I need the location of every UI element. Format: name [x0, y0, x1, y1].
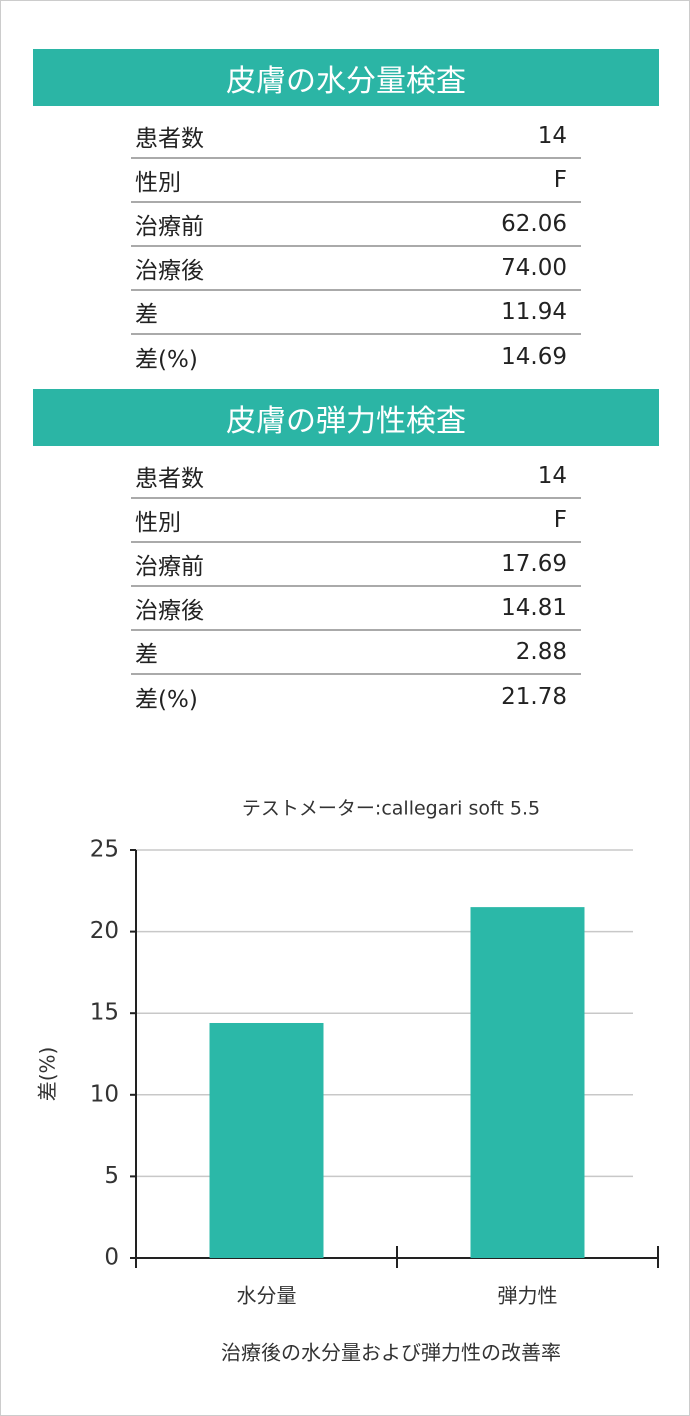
cell-value: F [553, 167, 567, 193]
table-row: 差 11.94 [131, 291, 581, 335]
table-row: 差 2.88 [131, 631, 581, 675]
cell-label: 差(%) [135, 687, 198, 713]
table-header: 皮膚の弾力性検査 [33, 389, 659, 446]
cell-label: 治療後 [135, 598, 204, 624]
cell-label: 差 [135, 302, 158, 328]
x-tick-label: 弾力性 [498, 1284, 558, 1308]
table-header: 皮膚の水分量検査 [33, 49, 659, 106]
cell-value: 2.88 [515, 639, 567, 665]
table-row: 治療後 74.00 [131, 247, 581, 291]
cell-label: 患者数 [135, 126, 204, 152]
table-row: 治療後 14.81 [131, 587, 581, 631]
cell-label: 性別 [135, 510, 181, 536]
cell-label: 治療前 [135, 214, 204, 240]
table-row: 患者数 14 [131, 115, 581, 159]
cell-value: F [553, 507, 567, 533]
y-axis-label: 差(%) [36, 1047, 60, 1102]
bar [470, 907, 585, 1258]
cell-value: 14 [537, 463, 567, 489]
cell-value: 14.81 [501, 595, 567, 621]
cell-value: 62.06 [501, 211, 567, 237]
table: 患者数 14 性別 F 治療前 17.69 治療後 14.81 差 2.88 差(%) 21.78 [131, 455, 581, 719]
cell-label: 治療後 [135, 258, 204, 284]
cell-value: 74.00 [501, 255, 567, 281]
y-tick-label: 15 [90, 1000, 119, 1026]
cell-label: 性別 [135, 170, 181, 196]
y-tick-label: 0 [104, 1245, 119, 1271]
cell-value: 17.69 [501, 551, 567, 577]
cell-value: 14.69 [501, 344, 567, 370]
table-row: 差(%) 14.69 [131, 335, 581, 379]
table-row: 差(%) 21.78 [131, 675, 581, 719]
table-row: 性別 F [131, 159, 581, 203]
chart-subtitle: テストメーター:callegari soft 5.5 [242, 798, 540, 820]
cell-value: 21.78 [501, 684, 567, 710]
y-tick-label: 10 [90, 1081, 119, 1107]
y-tick-label: 5 [104, 1163, 119, 1189]
bar [209, 1022, 324, 1258]
table-row: 治療前 62.06 [131, 203, 581, 247]
y-tick-label: 25 [90, 837, 119, 863]
table-row: 治療前 17.69 [131, 543, 581, 587]
table: 患者数 14 性別 F 治療前 62.06 治療後 74.00 差 11.94 差(%) 14.69 [131, 115, 581, 379]
chart-title: 治療後の水分量および弾力性の改善率 [221, 1341, 561, 1365]
chart: テストメーター:callegari soft 5.5 0 5 10 15 20 25 水分量 弾… [36, 798, 659, 1365]
cell-label: 差(%) [135, 347, 198, 373]
table-row: 性別 F [131, 499, 581, 543]
table-row: 患者数 14 [131, 455, 581, 499]
cell-label: 患者数 [135, 466, 204, 492]
cell-value: 11.94 [501, 299, 567, 325]
x-tick-label: 水分量 [237, 1284, 297, 1308]
cell-value: 14 [537, 123, 567, 149]
cell-label: 差 [135, 642, 158, 668]
y-tick-label: 20 [90, 918, 119, 944]
cell-label: 治療前 [135, 554, 204, 580]
